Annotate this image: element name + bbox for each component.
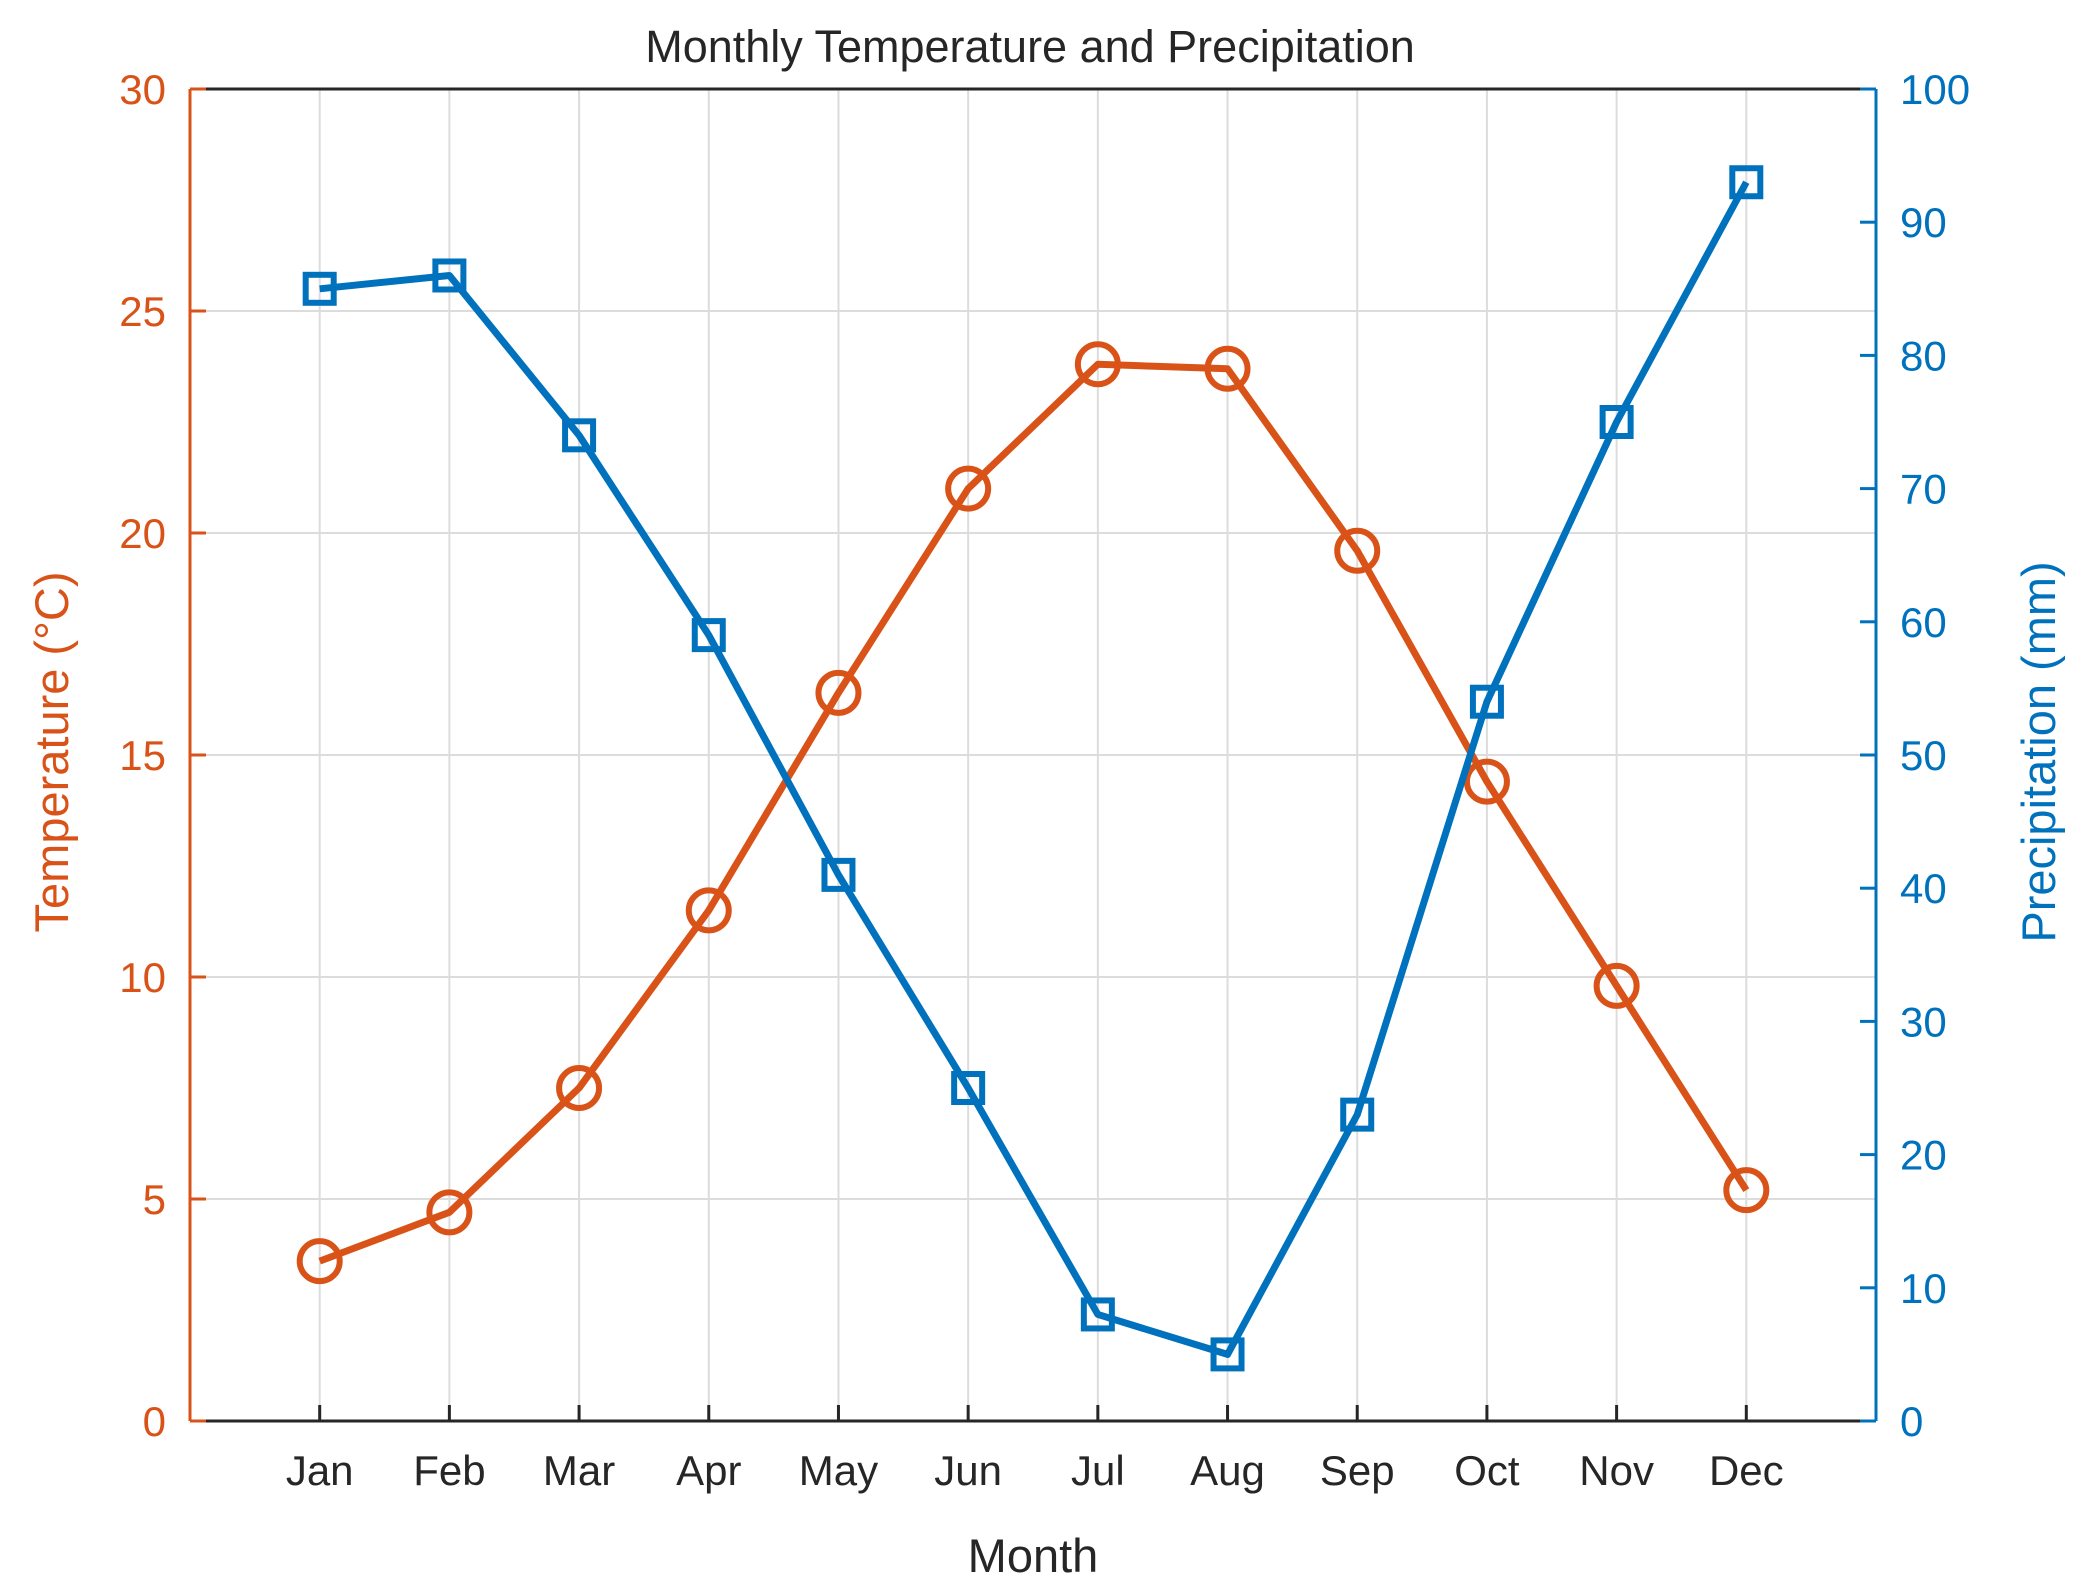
x-tick-label: Dec [1709,1447,1784,1494]
precipitation-point [1729,165,1764,200]
right-tick-label: 70 [1900,466,1947,513]
precipitation-point [1340,1097,1375,1132]
x-tick-label: Oct [1454,1447,1520,1494]
right-tick-label: 0 [1900,1398,1923,1445]
left-tick-label: 10 [119,954,166,1001]
x-axis-label: Month [968,1529,1099,1582]
temperature-point [1593,962,1640,1009]
precipitation-point [1210,1337,1245,1372]
x-tick-label: Mar [543,1447,615,1494]
chart-title: Monthly Temperature and Precipitation [645,21,1415,72]
x-tick-label: May [799,1447,878,1494]
temperature-point [1074,341,1121,388]
right-tick-label: 80 [1900,332,1947,379]
precipitation-point [1599,405,1634,439]
precipitation-line [319,180,1750,1358]
temperature-point [296,1238,343,1285]
temperature-point [685,887,732,934]
x-tick-label: Feb [413,1447,485,1494]
right-tick-label: 10 [1900,1265,1947,1312]
right-tick-label: 60 [1900,599,1947,646]
temperature-point [815,669,862,716]
temperature-point [1463,758,1510,805]
temperature-point [945,465,992,512]
right-axis-ticks: 0 10 20 30 40 50 60 70 80 90 100 [1860,66,1970,1445]
precipitation-point [951,1071,986,1105]
x-tick-label: Nov [1579,1447,1654,1494]
right-tick-label: 30 [1900,998,1947,1045]
left-tick-label: 15 [119,732,166,779]
left-axis-label: Temperature (°C) [25,572,78,933]
precipitation-point [562,418,597,453]
precipitation-series [302,165,1764,1372]
x-tick-label: Jan [286,1447,354,1494]
right-tick-label: 50 [1900,732,1947,779]
precipitation-point [432,258,467,293]
left-tick-label: 0 [143,1398,166,1445]
left-tick-label: 5 [143,1176,166,1223]
temperature-point [426,1189,473,1236]
precipitation-point [1080,1297,1115,1332]
x-tick-label: Aug [1190,1447,1265,1494]
left-tick-label: 20 [119,510,166,557]
temperature-point [556,1065,603,1111]
precipitation-point [691,618,726,653]
precipitation-point [1469,684,1504,719]
x-tick-label: Jul [1071,1447,1125,1494]
precipitation-point [302,271,337,306]
precipitation-point [821,857,856,892]
series-layer [296,165,1770,1372]
x-tick-label: Sep [1320,1447,1395,1494]
temperature-point [1334,527,1381,574]
right-tick-label: 20 [1900,1132,1947,1179]
right-tick-label: 40 [1900,865,1947,912]
left-axis-ticks: 0 5 10 15 20 25 30 [119,66,206,1445]
temperature-line [318,360,1750,1265]
left-tick-label: 30 [119,66,166,113]
left-tick-label: 25 [119,288,166,335]
temperature-point [1204,345,1251,392]
x-axis-ticks: Jan Feb Mar Apr May Jun Jul Aug Sep Oct Nov Dec [286,1405,1784,1494]
x-tick-label: Apr [676,1447,741,1494]
x-tick-label: Jun [934,1447,1002,1494]
right-tick-label: 90 [1900,199,1947,246]
right-axis-label: Precipitation (mm) [2012,561,2065,942]
y-gridlines [190,310,1876,1200]
temperature-series [296,341,1770,1285]
right-tick-label: 100 [1900,66,1970,113]
temperature-point [1723,1167,1770,1214]
